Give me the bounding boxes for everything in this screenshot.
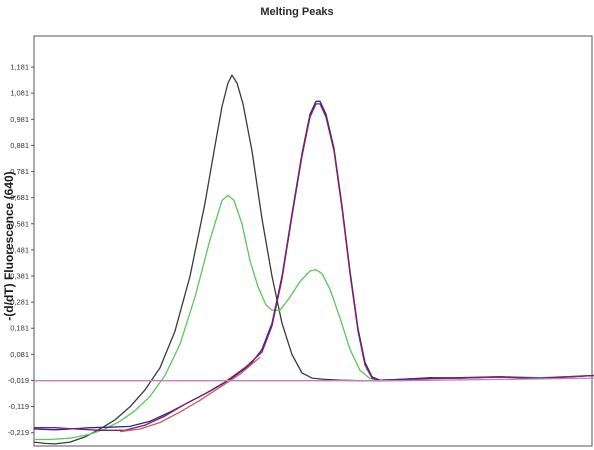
y-tick-label: 0,381 bbox=[10, 271, 29, 280]
y-tick-label: 1,181 bbox=[10, 63, 29, 72]
y-tick-label: 0,581 bbox=[10, 219, 29, 228]
chart-title: Melting Peaks bbox=[260, 6, 334, 18]
y-tick-label: -0,119 bbox=[8, 402, 29, 411]
y-tick-label: 0,181 bbox=[10, 324, 29, 333]
series-line-5 bbox=[119, 356, 261, 433]
y-tick-label: 0,481 bbox=[10, 245, 29, 254]
y-tick-label: 0,681 bbox=[10, 193, 29, 202]
y-tick-label: 0,981 bbox=[10, 115, 29, 124]
y-tick-label: 0,881 bbox=[10, 141, 29, 150]
series-lines bbox=[33, 74, 594, 445]
y-tick-label: -0,219 bbox=[8, 428, 29, 437]
series-line-6 bbox=[34, 377, 594, 382]
y-tick-label: 1,081 bbox=[10, 89, 29, 98]
y-tick-label: -0,019 bbox=[8, 376, 29, 385]
y-tick-label: 0,081 bbox=[10, 350, 29, 359]
plot-area bbox=[33, 35, 593, 447]
y-axis: 1,181 1,081 0,981 0,881 0,781 0,681 0,581 0,481… bbox=[8, 63, 34, 437]
y-tick-label: 0,281 bbox=[10, 298, 29, 307]
y-tick-label: 0,781 bbox=[10, 167, 29, 176]
